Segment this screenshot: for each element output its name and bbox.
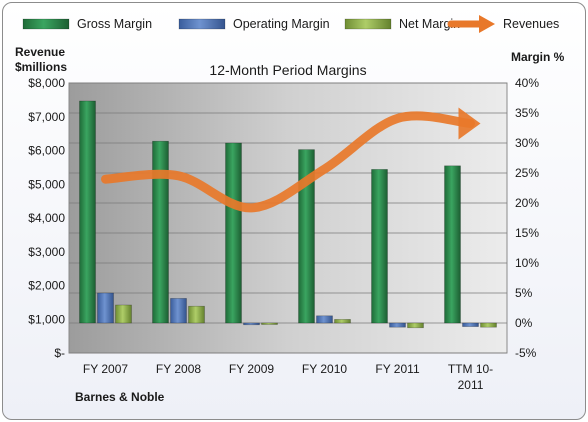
legend-revenue-arrow [479,15,495,33]
bar-gross-margin [444,165,461,324]
left-tick-label: $6,000 [28,144,65,158]
company-label: Barnes & Noble [75,390,165,404]
left-tick-label: $3,000 [28,245,65,259]
bar-operating-margin [462,322,479,327]
bar-operating-margin [97,292,114,324]
left-tick-label: $8,000 [28,76,65,90]
bar-net-margin [261,322,278,325]
legend-swatch [178,18,226,30]
left-tick-label: $1,000 [28,312,65,326]
left-axis-label-line2: $millions [15,60,67,74]
bar-operating-margin [316,315,333,324]
left-tick-label: $7,000 [28,110,65,124]
category-label: FY 2010 [302,362,347,376]
left-tick-label: $2,000 [28,279,65,293]
chart-title: 12-Month Period Margins [209,62,366,78]
right-tick-label: 20% [515,196,539,210]
legend-label: Revenues [503,17,559,31]
legend-label: Gross Margin [77,17,152,31]
left-tick-label: $- [54,346,65,360]
category-label: TTM 10- [448,362,493,376]
right-tick-label: -5% [515,346,537,360]
revenue-line [101,111,475,213]
bar-gross-margin [225,142,242,324]
bar-gross-margin [298,149,315,324]
legend-swatch [22,18,70,30]
category-label: FY 2011 [375,362,420,376]
category-label-line2: 2011 [458,378,484,392]
right-tick-label: 5% [515,286,533,300]
bar-net-margin [334,319,351,324]
bar-operating-margin [389,322,406,328]
right-tick-label: 10% [515,256,539,270]
right-tick-label: 0% [515,316,533,330]
bar-net-margin [480,322,497,328]
legend-label: Operating Margin [233,17,330,31]
right-tick-label: 40% [515,76,539,90]
right-axis-label: Margin % [511,50,565,64]
category-label: FY 2007 [83,362,128,376]
legend-label: Net Margin [399,17,460,31]
left-tick-label: $5,000 [28,177,65,191]
category-label: FY 2008 [156,362,201,376]
plot-area [68,82,508,354]
bar-net-margin [188,305,205,324]
left-axis-label-line1: Revenue [15,45,65,59]
bar-gross-margin [79,100,96,324]
right-tick-label: 35% [515,106,539,120]
bar-operating-margin [243,322,260,326]
legend-swatch [344,18,392,30]
category-label: FY 2009 [229,362,274,376]
bar-gross-margin [371,169,388,324]
right-tick-label: 30% [515,136,539,150]
bar-operating-margin [170,298,187,324]
left-tick-label: $4,000 [28,211,65,225]
right-tick-label: 25% [515,166,539,180]
bar-net-margin [407,322,424,329]
revenue-arrowhead [458,107,481,140]
bar-gross-margin [152,140,169,324]
right-tick-label: 15% [515,226,539,240]
margins-chart: 12-Month Period Margins $- $1,000 $2,000 $3,… [15,15,565,404]
bar-net-margin [115,304,132,324]
